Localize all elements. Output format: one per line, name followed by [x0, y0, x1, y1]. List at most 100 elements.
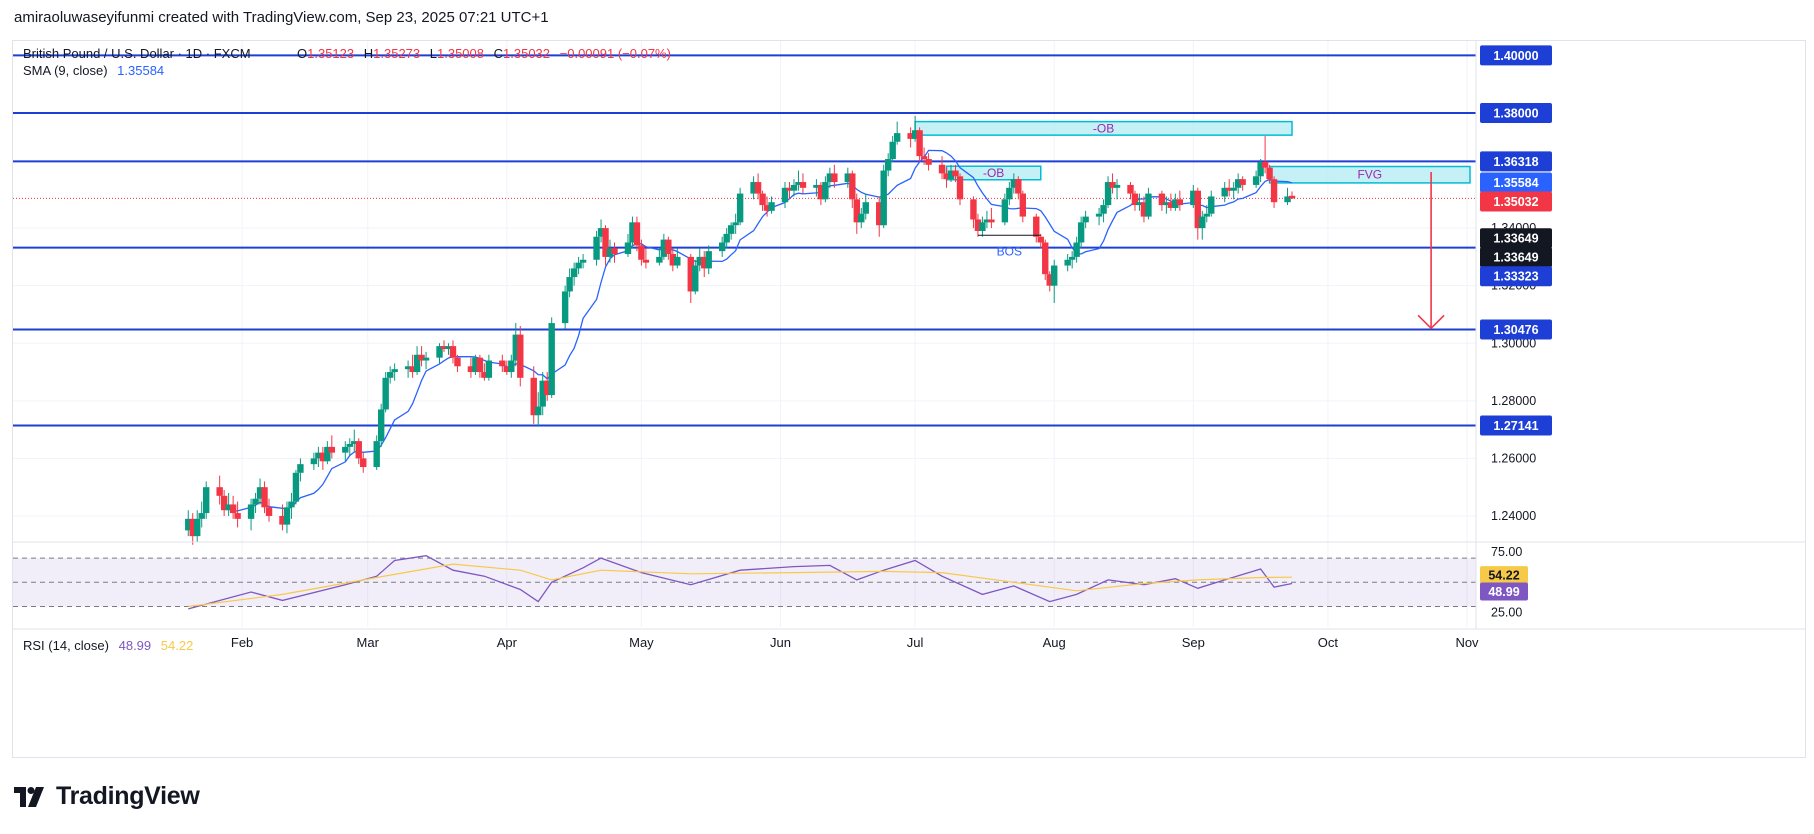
- candle-body: [669, 254, 677, 266]
- zone-label: -OB: [983, 166, 1004, 180]
- candle-body: [445, 346, 452, 350]
- legend-l-value: 1.35008: [437, 46, 484, 61]
- candle-body: [342, 446, 349, 453]
- candle-body: [943, 173, 950, 180]
- candle-body: [418, 354, 425, 361]
- candle-body: [862, 202, 869, 214]
- candle-body: [983, 219, 991, 223]
- candle-body: [1190, 190, 1197, 206]
- candle-body: [279, 515, 286, 525]
- candle-body: [548, 323, 555, 396]
- candle-body: [938, 164, 946, 174]
- price-axis-tag: [1480, 191, 1552, 212]
- candle-body: [593, 236, 600, 260]
- candle-body: [880, 170, 887, 226]
- candle-body: [234, 513, 241, 519]
- candle-body: [517, 334, 524, 378]
- price-axis-tag-text: 1.33323: [1493, 270, 1538, 284]
- candle-body: [795, 182, 802, 185]
- candle-body: [1136, 202, 1143, 206]
- candle-body: [1006, 187, 1013, 200]
- price-axis-tag-text: 1.35584: [1493, 176, 1538, 190]
- candle-body: [449, 346, 457, 358]
- candle-body: [292, 472, 300, 502]
- candle-body: [1033, 216, 1040, 237]
- candle-body: [1104, 182, 1112, 206]
- price-axis-tag: [1480, 415, 1552, 436]
- candle-body: [579, 259, 587, 263]
- candle-body: [1208, 196, 1215, 214]
- candle-body: [988, 219, 995, 223]
- candle-body: [1109, 182, 1116, 188]
- candle-body: [799, 182, 807, 188]
- candle-body: [822, 182, 829, 200]
- month-tick-label: Apr: [497, 635, 518, 650]
- candle-body: [1019, 193, 1027, 217]
- candle-body: [436, 346, 443, 358]
- month-tick-label: Feb: [231, 635, 253, 650]
- price-tick-label: 1.30000: [1491, 336, 1536, 350]
- candle-body: [1234, 179, 1242, 188]
- tradingview-logo[interactable]: TradingView: [14, 782, 200, 811]
- candle-body: [476, 357, 484, 373]
- candle-body: [570, 268, 578, 278]
- candle-body: [624, 242, 632, 255]
- rsi-ma-line: [188, 563, 1293, 608]
- candle-body: [315, 452, 322, 459]
- month-tick-label: Mar: [357, 635, 380, 650]
- candle-body: [849, 173, 856, 200]
- candle-body: [781, 187, 789, 203]
- legend-h-key: H: [364, 46, 373, 61]
- price-axis-tag-text: 1.27141: [1493, 419, 1538, 433]
- tradingview-wordmark: TradingView: [56, 782, 200, 810]
- candle-body: [485, 360, 493, 378]
- candle-body: [853, 199, 860, 223]
- candle-body: [763, 205, 771, 211]
- month-tick-label: Jul: [907, 635, 924, 650]
- candle-body: [687, 256, 694, 292]
- candle-body: [1131, 193, 1139, 206]
- price-tick-label: 1.26000: [1491, 451, 1536, 465]
- candle-body: [185, 518, 192, 531]
- candle-body: [1100, 205, 1107, 214]
- rsi-axis-tag: [1480, 566, 1528, 585]
- price-axis-tag: [1480, 247, 1552, 268]
- legend-sma: SMA (9, close) 1.35584: [23, 63, 164, 78]
- candle-body: [202, 487, 210, 514]
- legend-h-value: 1.35273: [373, 46, 420, 61]
- candle-body: [674, 256, 681, 266]
- candle-body: [512, 334, 519, 361]
- candle-body: [1167, 202, 1175, 208]
- candle-body: [310, 458, 318, 465]
- rsi-axis-tag-text: 54.22: [1488, 569, 1519, 583]
- legend-o-value: 1.35123: [307, 46, 354, 61]
- legend-change: −0.00091 (−0.07%): [560, 46, 671, 61]
- annotations: BOS: [977, 171, 1445, 330]
- candle-body: [1095, 213, 1103, 217]
- candle-body: [696, 256, 703, 266]
- candle-body: [1257, 161, 1264, 177]
- candle-body: [979, 222, 986, 231]
- candle-body: [656, 256, 663, 263]
- candle-body: [575, 262, 582, 269]
- candle-body: [503, 366, 511, 373]
- candle-body: [692, 265, 699, 292]
- candle-body: [256, 487, 264, 499]
- candle-body: [1203, 213, 1210, 217]
- candle-body: [952, 170, 959, 177]
- legend-o-key: O: [297, 46, 307, 61]
- candle-body: [1037, 236, 1044, 243]
- candle-body: [229, 504, 237, 514]
- candle-body: [454, 357, 461, 367]
- candle-body: [1284, 196, 1291, 203]
- month-tick-label: May: [629, 635, 654, 650]
- candle-body: [723, 233, 730, 243]
- candles: [185, 115, 1296, 545]
- candle-body: [355, 441, 362, 459]
- candle-body: [1082, 216, 1089, 223]
- candle-body: [189, 518, 196, 537]
- rsi-pane: [13, 555, 1476, 610]
- candle-body: [440, 346, 448, 350]
